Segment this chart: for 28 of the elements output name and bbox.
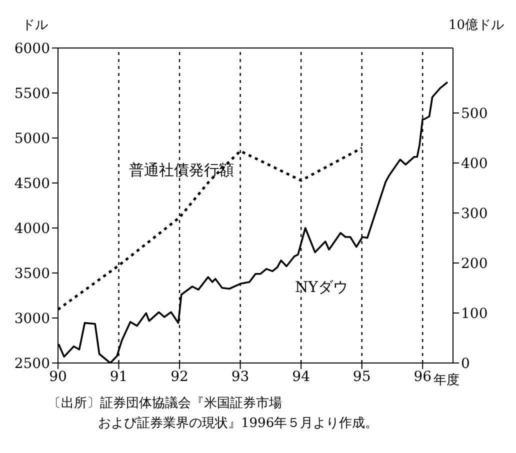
y-tick-label: 5500: [14, 86, 50, 102]
x-tick-label: 93: [231, 368, 250, 385]
x-tick-label: 91: [110, 368, 128, 385]
text: および証券業界の現状』1996年５月より作成。: [97, 415, 378, 433]
y-tick-label: 4000: [14, 220, 50, 237]
y-tick-label: 3500: [14, 266, 50, 282]
x-tick-label: 95: [352, 368, 371, 385]
series-label: 普通社債発行額: [129, 161, 234, 180]
y2-axis-title: 10億ドル: [448, 17, 504, 34]
x-axis-title: 年度: [434, 372, 460, 389]
y-axis-title: ドル: [22, 17, 48, 34]
y-tick-label: 5000: [14, 130, 50, 147]
y-tick-label: 4500: [14, 176, 50, 192]
y2-tick-label: 100: [461, 306, 488, 322]
y-tick-label: 3000: [14, 310, 50, 327]
y2-tick-label: 0: [461, 356, 470, 372]
y2-tick-label: 300: [461, 206, 488, 222]
x-tick-label: 92: [170, 368, 188, 385]
y2-tick-label: 200: [461, 256, 488, 272]
x-tick-label: 96: [414, 368, 432, 385]
text: 〔出所〕証券団体協議会『米国証券市場: [48, 395, 283, 413]
y2-tick-label: 400: [461, 156, 488, 172]
x-tick-label: 94: [292, 368, 310, 385]
y2-tick-label: 500: [461, 106, 488, 122]
y-tick-label: 6000: [14, 40, 50, 57]
y-tick-label: 2500: [14, 356, 50, 372]
x-tick-label: 90: [49, 368, 67, 385]
series-label: NYダウ: [295, 278, 348, 297]
